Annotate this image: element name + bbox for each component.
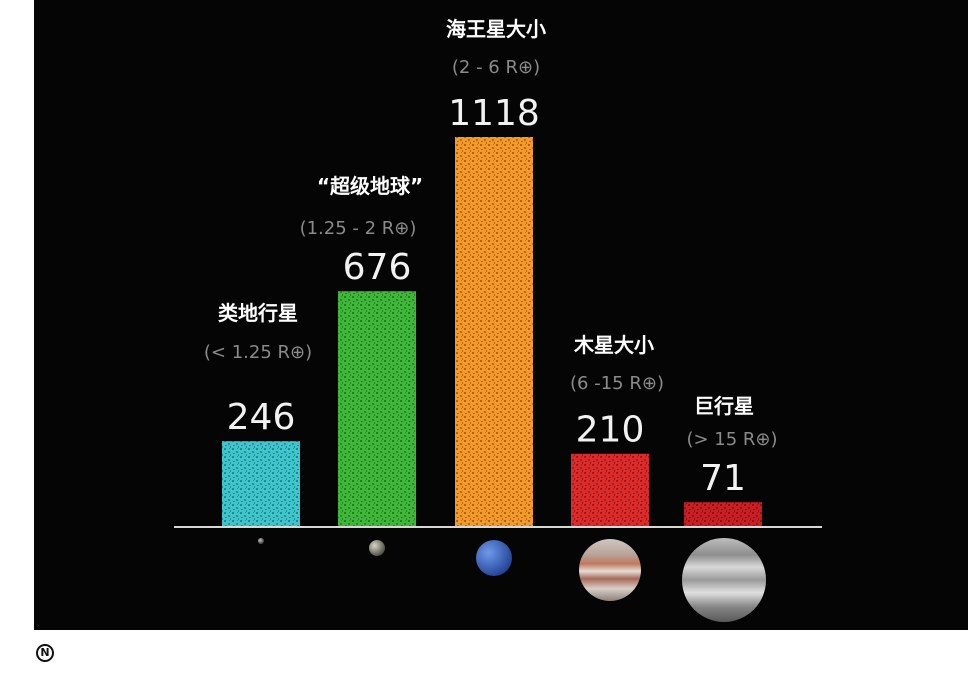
value-label-jupiter: 210 bbox=[576, 410, 645, 451]
bar-texture-giant-planet bbox=[684, 502, 762, 527]
category-name-neptune: 海王星大小 bbox=[446, 17, 546, 41]
planet-small-rocky-planet-icon bbox=[258, 538, 264, 544]
value-label-small-rocky-planet: 246 bbox=[227, 397, 296, 438]
publisher-logo: N bbox=[36, 644, 54, 662]
value-label-giant-planet: 71 bbox=[700, 458, 746, 499]
category-range-super-earth: (1.25 - 2 R⊕) bbox=[300, 218, 417, 239]
planet-neptune-icon bbox=[476, 540, 512, 576]
value-label-super-earth: 676 bbox=[343, 247, 412, 288]
category-range-neptune: (2 - 6 R⊕) bbox=[452, 57, 540, 78]
planet-jupiter-icon bbox=[579, 539, 641, 601]
bar-texture-jupiter bbox=[571, 453, 649, 527]
bar-texture-neptune bbox=[455, 137, 533, 527]
category-name-super-earth: “超级地球” bbox=[317, 174, 423, 198]
planet-giant-planet-icon bbox=[682, 538, 766, 622]
category-range-small-rocky-planet: (< 1.25 R⊕) bbox=[204, 342, 312, 363]
planet-super-earth-icon bbox=[369, 540, 385, 556]
category-name-giant-planet: 巨行星 bbox=[694, 394, 754, 418]
category-name-jupiter: 木星大小 bbox=[573, 333, 654, 357]
bar-texture-small-rocky-planet bbox=[222, 441, 300, 527]
category-range-jupiter: (6 -15 R⊕) bbox=[570, 373, 664, 394]
category-range-giant-planet: (> 15 R⊕) bbox=[686, 429, 777, 450]
category-name-small-rocky-planet: 类地行星 bbox=[218, 301, 298, 325]
bar-texture-super-earth bbox=[338, 291, 416, 527]
value-label-neptune: 1118 bbox=[448, 93, 540, 134]
